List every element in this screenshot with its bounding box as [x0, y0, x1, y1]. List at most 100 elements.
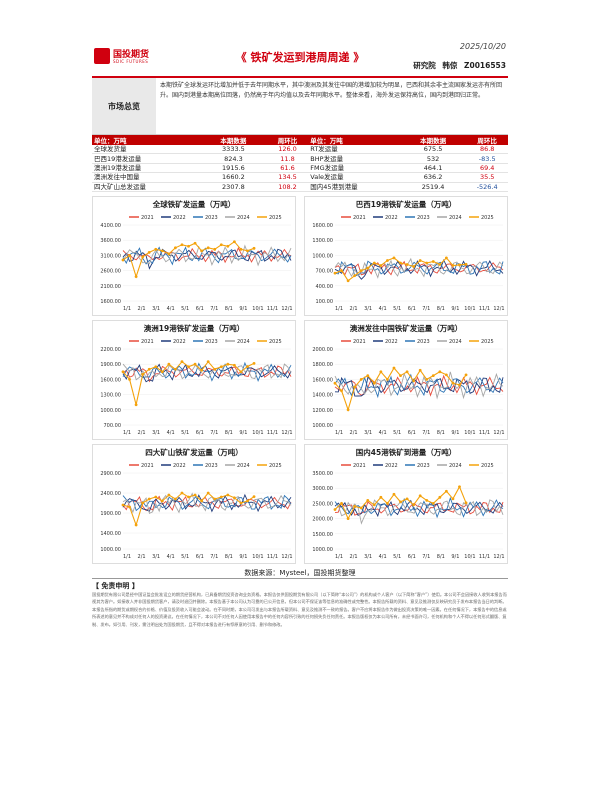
table-cell: -526.4: [466, 182, 508, 192]
table-cell: 69.4: [466, 163, 508, 174]
line-chart: 澳洲19港铁矿发运量（万吨） 2021 2022 2023 2024 2025 700.00…: [92, 319, 296, 440]
series-point-2025: [174, 497, 177, 501]
series-point-2025: [392, 492, 396, 496]
x-tick-label: 3/1: [364, 306, 372, 312]
series-point-2025: [353, 274, 357, 278]
series-point-2025: [226, 244, 230, 248]
series-point-2025: [154, 247, 158, 251]
series-point-2025: [141, 372, 145, 376]
series-line-2022: [122, 493, 292, 513]
y-tick-label: 100.00: [316, 299, 334, 305]
series-point-2025: [200, 368, 204, 372]
series-line-2024: [122, 363, 292, 381]
table-cell: 2307.8: [200, 182, 267, 192]
x-tick-label: 7/1: [210, 430, 218, 436]
series-point-2025: [206, 360, 210, 364]
series-line-2024: [334, 257, 504, 279]
series-point-2025: [379, 495, 383, 499]
series-point-2025: [180, 243, 184, 247]
series-point-2025: [232, 363, 236, 367]
legend-label: 2025: [269, 215, 282, 221]
table-row: 四大矿山总发运量 2307.8 108.2 国内45港到港量 2519.4 -526.4: [92, 182, 508, 192]
y-tick-label: 1500.00: [312, 532, 333, 538]
legend-label: 2025: [269, 339, 282, 345]
series-point-2025: [405, 497, 409, 501]
table-header-row: 单位：万吨 本期数据 周环比 单位：万吨 本期数据 周环比: [92, 135, 508, 145]
table-row: 澳洲19港发运量 1915.6 61.6 FMG发运量 464.1 69.4: [92, 163, 508, 174]
table-cell: 11.8: [266, 153, 309, 164]
series-point-2025: [366, 266, 370, 270]
x-tick-label: 9/1: [451, 306, 459, 312]
chart-svg: 2021 2022 2023 2024 2025 1000.00 1500.00 2000.0…: [312, 463, 504, 560]
x-tick-label: 12/1: [281, 430, 292, 436]
series-line-2024: [122, 244, 292, 267]
x-tick-label: 9/1: [239, 306, 247, 312]
x-tick-label: 7/1: [210, 554, 218, 560]
x-tick-label: 10/1: [464, 554, 475, 560]
x-tick-label: 9/1: [239, 554, 247, 560]
series-point-2025: [399, 261, 402, 265]
legend-label: 2022: [173, 339, 186, 345]
x-tick-label: 8/1: [225, 430, 233, 436]
y-tick-label: 2000.00: [312, 347, 333, 353]
x-tick-label: 11/1: [479, 554, 490, 560]
series-point-2025: [219, 365, 223, 369]
x-tick-label: 3/1: [364, 554, 372, 560]
y-tick-label: 1600.00: [312, 377, 333, 383]
series-point-2025: [121, 258, 125, 262]
series-point-2025: [386, 259, 389, 262]
y-tick-label: 1000.00: [312, 423, 333, 429]
series-point-2025: [226, 362, 230, 366]
x-tick-label: 11/1: [479, 306, 490, 312]
series-point-2025: [379, 264, 383, 267]
chart-title: 澳洲发往中国铁矿发运量（万吨）: [349, 323, 463, 333]
table-row: 全球发货量 3333.5 126.0 RT发运量 675.5 86.8: [92, 145, 508, 155]
line-chart: 巴西19港铁矿发运量（万吨） 2021 2022 2023 2024 2025 100.00…: [304, 195, 508, 316]
series-line-2023: [334, 373, 504, 399]
series-point-2025: [128, 377, 131, 381]
y-tick-label: 4100.00: [100, 223, 121, 229]
series-point-2025: [464, 262, 468, 266]
series-line-2024: [122, 492, 292, 515]
series-line-2023: [122, 361, 292, 382]
x-tick-label: 4/1: [379, 554, 387, 560]
series-point-2025: [147, 250, 151, 254]
x-tick-label: 9/1: [451, 554, 459, 560]
series-line-2023: [334, 496, 504, 519]
legend-label: 2021: [141, 215, 154, 221]
col-header: 周环比: [266, 135, 309, 145]
dept: 研究院: [413, 61, 436, 70]
x-tick-label: 1/1: [335, 306, 343, 312]
logo-mark-icon: [94, 48, 110, 64]
series-point-2025: [147, 367, 151, 371]
report-title: 《 铁矿发运到港周周递 》: [235, 51, 365, 64]
y-tick-label: 1600.00: [100, 377, 121, 383]
legend-label: 2025: [481, 463, 494, 469]
table-cell: -83.5: [466, 153, 508, 164]
series-point-2025: [412, 503, 416, 507]
report-header: 国投期货 SDIC FUTURES 《 铁矿发运到港周周递 》 2025/10/…: [92, 40, 508, 78]
charts-grid: 全球铁矿发运量（万吨） 2021 2022 2023 2024 2025 1600.00 21…: [92, 192, 508, 566]
table-cell: 四大矿山总发运量: [92, 182, 201, 192]
x-tick-label: 12/1: [281, 554, 292, 560]
series-point-2025: [193, 362, 197, 366]
table-cell: BHP发运量: [308, 153, 400, 164]
table-cell: 126.0: [266, 145, 309, 155]
x-tick-label: 2/1: [350, 306, 358, 312]
series-point-2025: [187, 495, 190, 499]
series-point-2025: [121, 370, 125, 374]
series-point-2025: [213, 247, 217, 251]
x-tick-label: 6/1: [196, 430, 204, 436]
x-tick-label: 11/1: [267, 306, 278, 312]
series-point-2025: [154, 365, 158, 369]
legend-label: 2021: [141, 339, 154, 345]
x-tick-label: 3/1: [152, 306, 160, 312]
company-logo: 国投期货 SDIC FUTURES: [94, 46, 154, 70]
series-line-2022: [334, 499, 504, 518]
chart-title: 澳洲19港铁矿发运量（万吨）: [143, 323, 245, 333]
series-point-2025: [392, 366, 396, 370]
legend-label: 2023: [417, 215, 430, 221]
series-point-2025: [353, 504, 357, 508]
legend-label: 2023: [417, 463, 430, 469]
series-point-2025: [418, 494, 422, 498]
